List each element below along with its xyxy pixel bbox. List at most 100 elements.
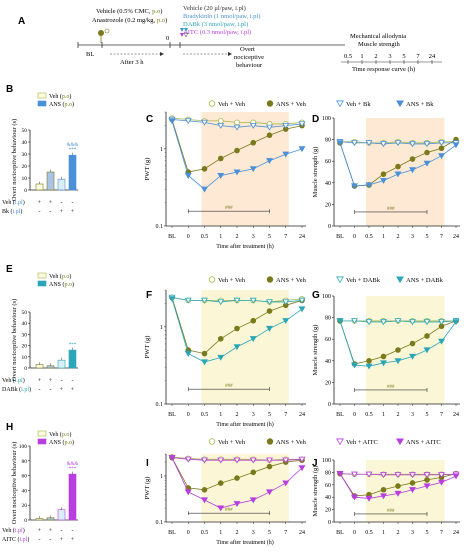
series-2-point bbox=[409, 472, 416, 479]
series-2-point bbox=[380, 319, 387, 326]
legend-marker-0 bbox=[208, 100, 216, 107]
bar-2 bbox=[57, 359, 66, 369]
treat-line-3: AITC (0.3 nmol/paw, i.pl) bbox=[183, 29, 251, 36]
row-sign: - bbox=[72, 200, 74, 206]
series-3-point bbox=[201, 359, 208, 366]
series-2-point bbox=[438, 319, 445, 326]
legend-marker-3 bbox=[396, 100, 404, 108]
series-2-point bbox=[233, 124, 241, 131]
overt-text-1: Overt bbox=[240, 46, 255, 53]
y-tick-label: 60 bbox=[325, 337, 331, 343]
x-tick-label: 24 bbox=[299, 234, 305, 240]
series-2-point bbox=[282, 299, 290, 306]
x-tick-label: 3 bbox=[411, 412, 414, 418]
series-3-point bbox=[351, 494, 358, 501]
series-2-point bbox=[249, 297, 257, 304]
series-3-point bbox=[282, 480, 290, 487]
x-tick-label: 2 bbox=[397, 412, 400, 418]
series-3-point bbox=[452, 319, 460, 326]
treatment-window-shade bbox=[366, 296, 445, 404]
y-tick-label: 0 bbox=[24, 188, 27, 194]
x-tick-label: 24 bbox=[453, 412, 459, 418]
x-tick-label: 2 bbox=[236, 530, 239, 536]
series-3-point bbox=[452, 473, 460, 480]
row-sign: + bbox=[38, 200, 42, 206]
series-2-point bbox=[217, 299, 225, 306]
x-tick-label: 1 bbox=[382, 530, 385, 536]
bar-2 bbox=[57, 178, 66, 191]
bracket-label: ### bbox=[387, 509, 395, 514]
legend-marker-1 bbox=[266, 438, 274, 445]
y-tick-label: 0 bbox=[328, 520, 331, 526]
series-2-point bbox=[201, 457, 208, 464]
row-sign: + bbox=[71, 387, 75, 393]
x-tick-label: 5 bbox=[268, 234, 271, 240]
y-axis-title: Overt nociceptive behaviour (s) bbox=[11, 299, 18, 381]
overt-text-3: behaviour bbox=[236, 62, 263, 69]
x-tick-label: 5 bbox=[426, 412, 429, 418]
legend-label-0: Veh (p.o) bbox=[49, 431, 71, 438]
x-tick-label: 5 bbox=[426, 530, 429, 536]
mech-text-2: Muscle strength bbox=[358, 41, 400, 48]
x-tick-label: BL bbox=[168, 412, 176, 418]
series-0-point bbox=[234, 119, 240, 126]
series-2-point bbox=[380, 141, 387, 148]
legend-row-2: Veh + Veh ANS + Veh Veh + DABk ANS + DABk bbox=[208, 276, 444, 284]
y-tick-label: 0.1 bbox=[156, 402, 164, 408]
y-tick-label: 0 bbox=[328, 402, 331, 408]
x-axis-title: Time after treatment (h) bbox=[216, 421, 274, 428]
series-2-point bbox=[282, 457, 290, 464]
series-3-point bbox=[201, 497, 208, 504]
x-tick-label: 0.5 bbox=[365, 234, 373, 240]
row-sign: + bbox=[49, 528, 53, 534]
row-sign: - bbox=[50, 537, 52, 543]
series-1-point bbox=[201, 166, 208, 172]
panel-letter-e: E bbox=[6, 264, 13, 275]
x-tick-label: 0 bbox=[353, 412, 356, 418]
bracket-label: ### bbox=[225, 206, 233, 211]
bar-0 bbox=[35, 364, 44, 369]
bar-annotation: &&& bbox=[67, 143, 79, 148]
series-3-point bbox=[168, 296, 176, 303]
treatment-window-shade bbox=[201, 112, 289, 226]
series-3-point bbox=[168, 455, 176, 461]
x-tick-label: 2 bbox=[236, 234, 239, 240]
series-3-point bbox=[438, 479, 445, 486]
row-label-1: Bk (i.pl) bbox=[2, 208, 22, 215]
x-tick-label: 24 bbox=[299, 530, 305, 536]
y-tick-label: 100 bbox=[322, 458, 331, 464]
series-2-point bbox=[423, 472, 431, 479]
series-3-point bbox=[380, 360, 387, 367]
series-1-point bbox=[380, 171, 387, 177]
legend-label-2: Veh + DABk bbox=[346, 277, 381, 284]
series-3-point bbox=[336, 140, 344, 147]
series-2-point bbox=[438, 140, 445, 147]
row-sign: - bbox=[39, 537, 41, 543]
legend-swatch-1 bbox=[37, 100, 47, 107]
series-2-point bbox=[423, 141, 431, 148]
x-axis-title: Time after treatment (h) bbox=[216, 539, 274, 546]
x-tick-label: 0 bbox=[353, 530, 356, 536]
series-3-point bbox=[298, 465, 306, 472]
series-3-point bbox=[184, 172, 192, 179]
series-1-point bbox=[380, 353, 387, 360]
row-sign: + bbox=[60, 387, 64, 393]
series-3-point bbox=[217, 354, 225, 361]
time-point-label: 5 bbox=[402, 53, 405, 60]
overt-text-2: nociceptive bbox=[234, 54, 264, 61]
bar-2 bbox=[57, 509, 66, 521]
legend-marker-2 bbox=[336, 438, 344, 446]
series-1-point bbox=[395, 163, 401, 170]
y-tick-label: 20 bbox=[325, 202, 331, 208]
series-3-point bbox=[336, 471, 344, 477]
series-2-point bbox=[394, 140, 402, 147]
bar-1 bbox=[46, 517, 55, 521]
row-sign: + bbox=[71, 537, 75, 543]
panel-e-bar-chart: 0 10 20 30 40 50 Overt nociceptive behaviour (… bbox=[2, 272, 78, 393]
series-3-point bbox=[438, 153, 445, 160]
y-tick-label: 30 bbox=[22, 332, 28, 338]
x-tick-label: 7 bbox=[284, 234, 287, 240]
series-3-point bbox=[184, 350, 192, 357]
bar-annotation: *** bbox=[69, 148, 77, 153]
